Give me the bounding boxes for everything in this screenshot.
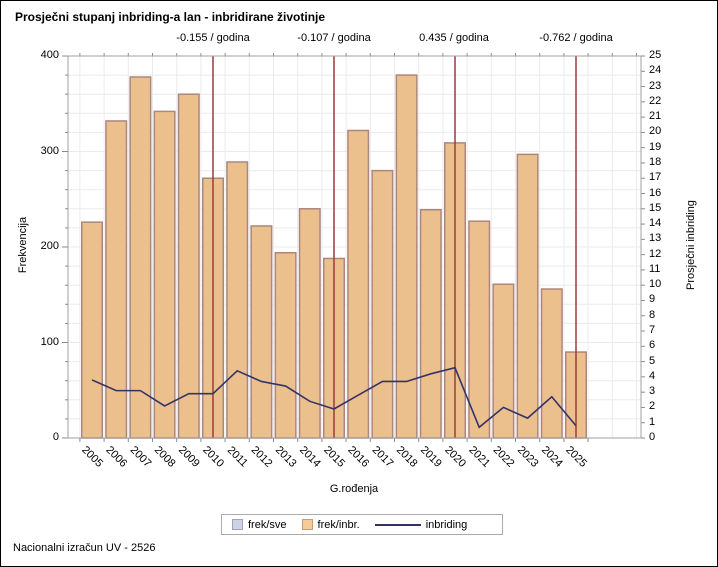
- legend-label: frek/inbr.: [317, 518, 360, 531]
- bar-2018: [395, 74, 418, 439]
- y-right-tick-label: 1: [649, 415, 656, 428]
- y-right-tick-label: 21: [649, 110, 662, 123]
- x-tick-label: 2023: [515, 444, 541, 470]
- x-axis-title: G.rođenja: [329, 483, 379, 495]
- trend-annotation-2015: -0.107 / godina: [297, 32, 371, 44]
- x-tick-label: 2014: [297, 444, 323, 470]
- x-tick-label: 2013: [273, 444, 299, 470]
- y-right-tick-label: 23: [649, 79, 662, 92]
- y-left-tick-label: 100: [40, 335, 59, 348]
- x-tick-label: 2009: [176, 444, 202, 470]
- x-tick-label: 2012: [249, 444, 275, 470]
- y-right-tick-label: 10: [649, 278, 662, 291]
- bar-2021: [468, 220, 491, 439]
- y-right-tick-label: 0: [649, 431, 656, 443]
- x-tick-label: 2011: [225, 444, 250, 469]
- bar-2011: [226, 161, 249, 439]
- bar-2008: [153, 110, 176, 439]
- y-right-tick-label: 8: [649, 308, 656, 321]
- legend-item-frek-inbr: frek/inbr.: [301, 518, 360, 531]
- x-tick-label: 2017: [370, 444, 396, 470]
- frek-sve-swatch-icon: [232, 519, 243, 530]
- y-right-tick-label: 16: [649, 186, 662, 199]
- x-tick-label: 2022: [491, 444, 517, 470]
- chart-legend: frek/sve frek/inbr. inbriding: [221, 514, 503, 535]
- bar-2013: [274, 251, 297, 439]
- x-tick-label: 2008: [152, 444, 178, 470]
- trend-annotation-2020: 0.435 / godina: [419, 32, 489, 44]
- x-tick-label: 2019: [418, 444, 444, 470]
- x-tick-label: 2007: [128, 444, 154, 470]
- y-right-tick-label: 2: [649, 400, 656, 413]
- bar-2005: [81, 221, 103, 439]
- y-right-tick-label: 17: [649, 171, 662, 184]
- y-right-tick-label: 22: [649, 94, 662, 107]
- y-left-tick-label: 400: [40, 49, 59, 61]
- y-right-tick-label: 9: [649, 293, 656, 306]
- y-right-tick-label: 3: [649, 385, 656, 398]
- footer-note: Nacionalni izračun UV - 2526: [13, 542, 156, 554]
- bar-2012: [250, 225, 273, 439]
- frek-inbr-swatch-icon: [301, 519, 313, 530]
- inbriding-line: [91, 366, 577, 429]
- x-tick-label: 2018: [394, 444, 420, 470]
- y-right-tick-label: 5: [649, 354, 656, 367]
- y-right-tick-label: 15: [649, 201, 662, 214]
- y-right-tick-label: 25: [649, 49, 662, 61]
- trend-annotation-2010: -0.155 / godina: [176, 32, 250, 44]
- inbriding-line-icon: [374, 523, 421, 526]
- y-right-tick-label: 20: [649, 125, 662, 138]
- y-right-tick-label: 19: [649, 140, 662, 153]
- y-left-tick-label: 200: [40, 240, 59, 252]
- x-tick-label: 2016: [345, 444, 371, 470]
- x-tick-label: 2005: [79, 444, 105, 470]
- bar-2017: [371, 169, 394, 439]
- y-right-tick-label: 24: [649, 64, 662, 77]
- bar-2009: [177, 93, 200, 439]
- chart-title: Prosječni stupanj inbriding-a lan - inbr…: [15, 10, 326, 24]
- bar-2023: [516, 153, 539, 439]
- x-tick-label: 2020: [442, 444, 468, 470]
- bar-2007: [129, 76, 152, 439]
- legend-label: inbriding: [425, 518, 468, 531]
- y-right-tick-label: 14: [649, 217, 662, 230]
- x-tick-label: 2010: [200, 444, 226, 470]
- legend-label: frek/sve: [248, 518, 287, 531]
- x-tick-label: 2021: [466, 444, 492, 470]
- y-right-tick-label: 11: [649, 262, 661, 275]
- trend-annotation-2025: -0.762 / godina: [539, 32, 613, 44]
- bar-2024: [540, 288, 563, 439]
- y-left-tick-label: 300: [40, 144, 59, 157]
- bar-2019: [419, 209, 442, 439]
- y-right-tick-label: 12: [649, 247, 662, 260]
- x-tick-label: 2024: [539, 444, 565, 470]
- y-right-tick-label: 13: [649, 232, 662, 245]
- x-tick-label: 2006: [103, 444, 129, 470]
- y-right-tick-label: 18: [649, 155, 662, 168]
- y-right-axis-title: Prosječni inbriding: [685, 200, 697, 290]
- x-tick-label: 2025: [563, 444, 589, 470]
- bar-2022: [492, 283, 515, 439]
- y-right-tick-label: 4: [649, 369, 656, 382]
- legend-item-frek-sve: frek/sve: [232, 519, 287, 531]
- y-right-tick-label: 6: [649, 339, 656, 352]
- legend-item-inbriding: inbriding: [374, 518, 468, 531]
- x-tick-label: 2015: [321, 444, 347, 470]
- y-left-tick-label: 0: [52, 431, 59, 443]
- y-right-tick-label: 7: [649, 324, 656, 337]
